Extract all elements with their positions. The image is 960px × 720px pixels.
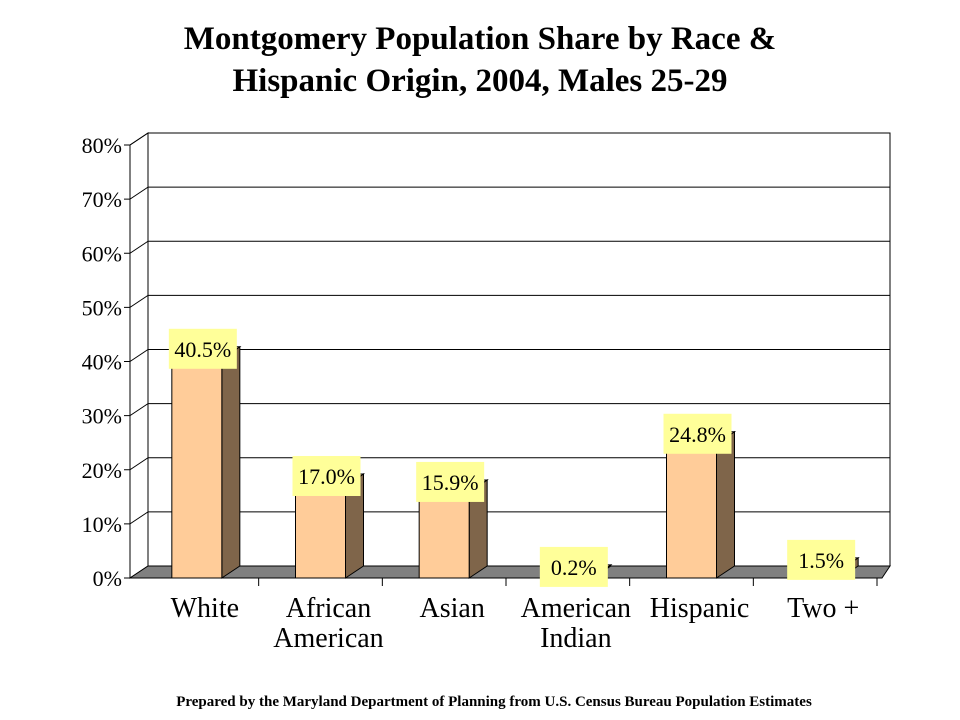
plot-floor — [128, 565, 891, 579]
gridline-side — [129, 403, 149, 417]
data-label: 40.5% — [174, 337, 231, 362]
chart-title-line-2: Hispanic Origin, 2004, Males 25-29 — [232, 63, 728, 99]
data-label-box — [539, 546, 608, 587]
bar — [295, 485, 346, 579]
y-tick-label: 60% — [82, 241, 122, 266]
data-label: 15.9% — [422, 470, 479, 495]
data-label: 24.8% — [669, 422, 726, 447]
bar-chart: 0% 10% 20% 30% 40% 50% 60% 70% 80% 40.5% White 17.0… — [82, 132, 891, 654]
gridline-side — [129, 132, 149, 146]
y-tick-label: 20% — [82, 458, 122, 483]
data-label: 17.0% — [298, 464, 355, 489]
data-label-box — [292, 455, 361, 496]
bar — [171, 358, 223, 579]
bar — [418, 491, 470, 579]
y-tick-label: 30% — [82, 404, 122, 429]
x-category-label: Asian — [420, 593, 485, 624]
y-tick-label: 80% — [82, 133, 122, 158]
x-category-label: American — [273, 623, 383, 654]
gridline-side — [129, 511, 149, 525]
x-category-label: American — [521, 593, 631, 624]
gridline-side — [129, 186, 149, 200]
y-tick-label: 50% — [82, 295, 122, 320]
bar — [666, 443, 717, 579]
x-category-label: African — [286, 593, 372, 624]
y-tick-label: 70% — [82, 187, 122, 212]
x-category-label: Two + — [787, 593, 859, 624]
gridline-side — [129, 457, 149, 471]
source-note: Prepared by the Maryland Department of P… — [176, 694, 812, 710]
y-tick-label: 40% — [82, 350, 122, 375]
x-category-label: White — [171, 593, 239, 624]
x-category-label: Hispanic — [650, 593, 750, 624]
gridline-side — [129, 349, 149, 362]
gridline-side — [129, 240, 149, 254]
y-tick-label: 0% — [93, 566, 122, 591]
gridline-side — [129, 294, 149, 308]
data-label-box — [416, 461, 485, 502]
y-tick-label: 10% — [82, 512, 122, 537]
data-label-box — [663, 413, 732, 454]
chart-title: Montgomery Population Share by Race & Hi… — [0, 18, 960, 102]
data-label: 1.5% — [798, 548, 844, 573]
x-category-label: Indian — [540, 623, 612, 654]
data-label-box — [168, 328, 237, 369]
chart-title-line-1: Montgomery Population Share by Race & — [183, 21, 777, 57]
data-label-box — [787, 539, 856, 580]
bar-side — [221, 345, 241, 579]
data-label: 0.2% — [551, 555, 597, 580]
